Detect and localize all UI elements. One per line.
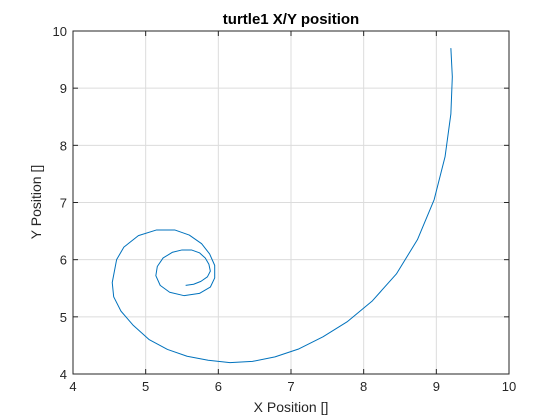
y-tick-label: 5 — [60, 310, 67, 325]
y-tick-label: 4 — [60, 367, 67, 382]
y-tick-label: 9 — [60, 81, 67, 96]
x-tick-label: 6 — [215, 379, 222, 394]
series-line — [111, 48, 453, 364]
x-tick-label: 5 — [142, 379, 149, 394]
y-axis-label: Y Position [] — [28, 165, 44, 239]
x-tick-label: 4 — [69, 379, 76, 394]
chart-title: turtle1 X/Y position — [223, 11, 359, 28]
y-tick-label: 10 — [53, 24, 67, 39]
y-tick-label: 6 — [60, 253, 67, 268]
x-tick-label: 7 — [287, 379, 294, 394]
x-axis-label: X Position [] — [254, 399, 329, 415]
y-tick-label: 7 — [60, 196, 67, 211]
y-axis-ticks: 4 5 6 7 8 9 10 — [53, 24, 509, 382]
series-layer — [111, 48, 453, 364]
x-tick-label: 8 — [360, 379, 367, 394]
x-tick-label: 10 — [502, 379, 516, 394]
x-axis-ticks: 4 5 6 7 8 9 10 — [69, 31, 516, 394]
x-tick-label: 9 — [433, 379, 440, 394]
y-tick-label: 8 — [60, 138, 67, 153]
